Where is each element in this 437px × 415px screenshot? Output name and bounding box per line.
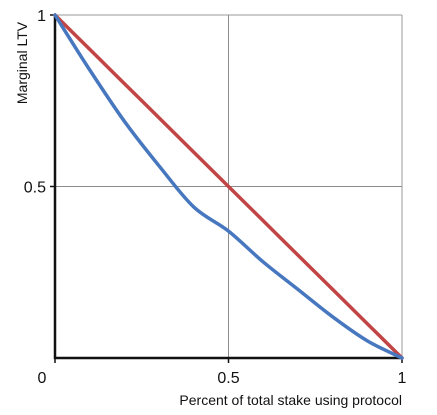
x-tick-label: 0.5 [217,370,239,387]
series-line-1 [53,13,404,360]
y-axis-title: Marginal LTV [14,21,30,104]
series-lines [53,13,404,360]
x-tick-label: 1 [398,370,407,387]
series-line-2 [53,13,404,360]
y-tick-label: 0.5 [24,180,46,197]
x-axis-title: Percent of total stake using protocol [179,392,402,408]
y-tick-label: 1 [37,8,46,25]
x-tick-label: 0 [38,370,47,387]
tick-labels: 0 0.5 1 0.5 1 [24,8,407,387]
axes [50,14,403,363]
